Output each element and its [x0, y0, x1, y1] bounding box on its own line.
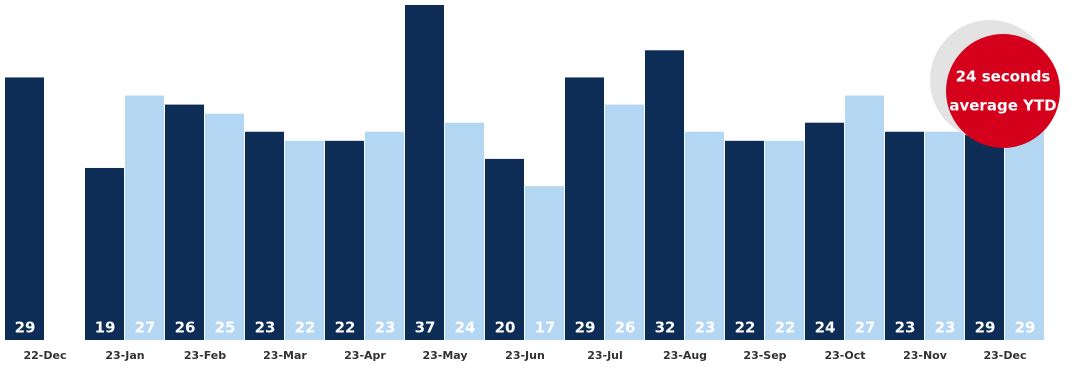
value-label: 29	[575, 319, 596, 337]
x-tick-label: 22-Dec	[24, 349, 67, 362]
x-tick-label: 23-Feb	[184, 349, 226, 362]
bar	[925, 131, 964, 340]
value-label: 29	[1015, 319, 1036, 337]
x-tick-label: 23-Oct	[824, 349, 865, 362]
x-tick-label: 23-Jan	[105, 349, 144, 362]
value-label: 23	[255, 319, 276, 337]
value-label: 23	[895, 319, 916, 337]
x-tick-label: 23-Mar	[263, 349, 307, 362]
value-label: 24	[815, 319, 836, 337]
bar	[605, 104, 644, 340]
bar	[525, 186, 564, 340]
bar	[405, 5, 444, 340]
value-label: 29	[15, 319, 36, 337]
value-label: 27	[135, 319, 156, 337]
value-label: 23	[935, 319, 956, 337]
bar	[485, 158, 524, 340]
bar	[765, 140, 804, 340]
bar	[725, 140, 764, 340]
value-label: 26	[615, 319, 636, 337]
value-label: 20	[495, 319, 516, 337]
value-label: 22	[735, 319, 756, 337]
bar	[285, 140, 324, 340]
bar	[845, 95, 884, 340]
value-label: 22	[295, 319, 316, 337]
bar	[445, 122, 484, 341]
bar	[365, 131, 404, 340]
annotation-line: 24 seconds	[956, 68, 1051, 86]
x-tick-label: 23-Dec	[984, 349, 1027, 362]
value-label: 19	[95, 319, 116, 337]
bar	[685, 131, 724, 340]
x-tick-label: 23-Jul	[587, 349, 623, 362]
x-tick-label: 23-Aug	[663, 349, 707, 362]
annotation-line: average YTD	[949, 97, 1056, 115]
bar	[885, 131, 924, 340]
value-label: 37	[415, 319, 436, 337]
bar	[565, 77, 604, 340]
value-label: 23	[375, 319, 396, 337]
bar	[645, 50, 684, 341]
x-tick-label: 23-Apr	[344, 349, 386, 362]
value-label: 27	[855, 319, 876, 337]
value-label: 32	[655, 319, 676, 337]
value-label: 22	[775, 319, 796, 337]
bars: 22-Dec 29 23-Jan 19 27 23-Feb 26 25 23-Mar 23 22 23…	[5, 5, 1044, 362]
bar	[125, 95, 164, 340]
value-label: 25	[215, 319, 236, 337]
bar	[205, 113, 244, 340]
x-tick-label: 23-Jun	[505, 349, 545, 362]
value-label: 26	[175, 319, 196, 337]
bar	[805, 122, 844, 341]
badge-circle	[946, 34, 1060, 148]
value-label: 22	[335, 319, 356, 337]
bar	[5, 77, 44, 340]
value-label: 17	[535, 319, 556, 337]
value-label: 23	[695, 319, 716, 337]
value-label: 29	[975, 319, 996, 337]
annotation-badge: 24 seconds average YTD	[930, 20, 1060, 148]
x-tick-label: 23-May	[422, 349, 467, 362]
bar	[245, 131, 284, 340]
bar	[325, 140, 364, 340]
bar	[165, 104, 204, 340]
value-label: 24	[455, 319, 476, 337]
bar	[85, 167, 124, 340]
x-tick-label: 23-Nov	[903, 349, 948, 362]
x-tick-label: 23-Sep	[743, 349, 786, 362]
